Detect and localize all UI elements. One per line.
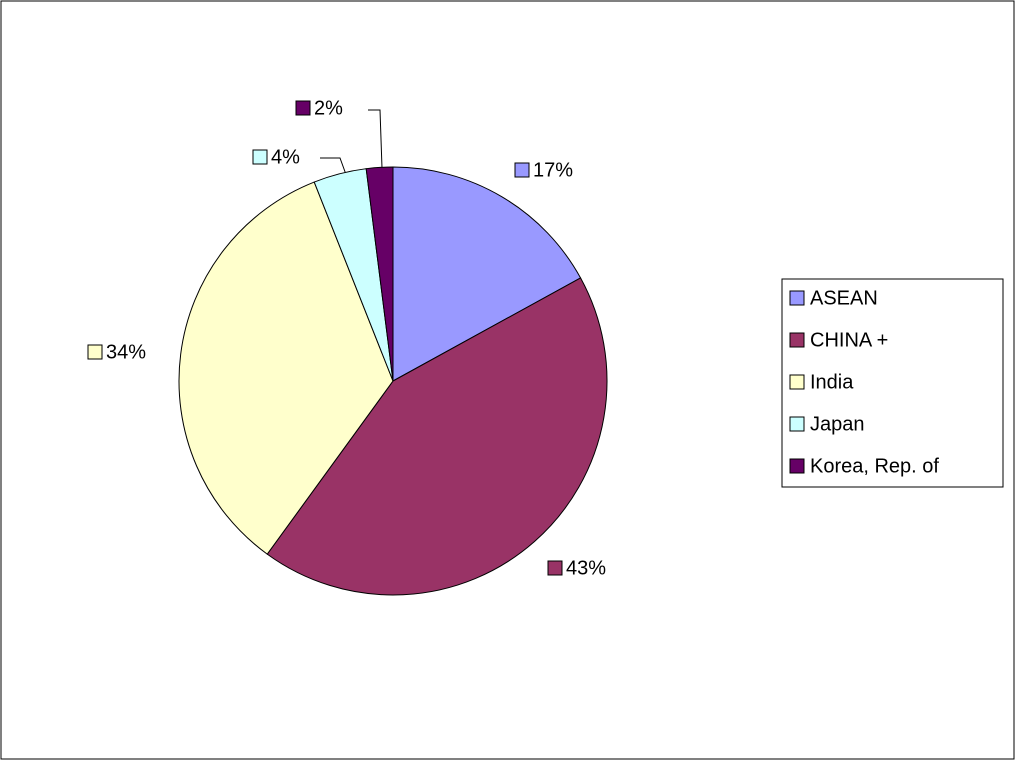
data-label: 34% xyxy=(106,341,146,363)
legend-marker xyxy=(789,374,805,390)
pie-slice xyxy=(365,166,394,382)
label-marker xyxy=(87,344,103,360)
pie-slice xyxy=(392,166,582,382)
legend-label: India xyxy=(810,371,854,393)
label-marker xyxy=(295,100,311,116)
pie-slice xyxy=(178,181,394,555)
data-label: 43% xyxy=(566,557,606,579)
legend-label: CHINA + xyxy=(810,329,888,351)
legend-box xyxy=(781,278,1004,488)
leader-line xyxy=(368,109,383,169)
legend-label: ASEAN xyxy=(810,287,878,309)
legend-marker xyxy=(789,416,805,432)
data-label: 17% xyxy=(533,159,573,181)
pie-slice xyxy=(266,277,608,596)
legend-label: Japan xyxy=(810,413,865,435)
data-label: 4% xyxy=(271,146,300,168)
legend-marker xyxy=(789,290,805,306)
label-marker xyxy=(547,560,563,576)
legend-marker xyxy=(789,458,805,474)
data-label: 2% xyxy=(314,97,343,119)
legend-label: Korea, Rep. of xyxy=(810,455,939,477)
legend-marker xyxy=(789,332,805,348)
label-marker xyxy=(514,162,530,178)
label-marker xyxy=(252,149,268,165)
